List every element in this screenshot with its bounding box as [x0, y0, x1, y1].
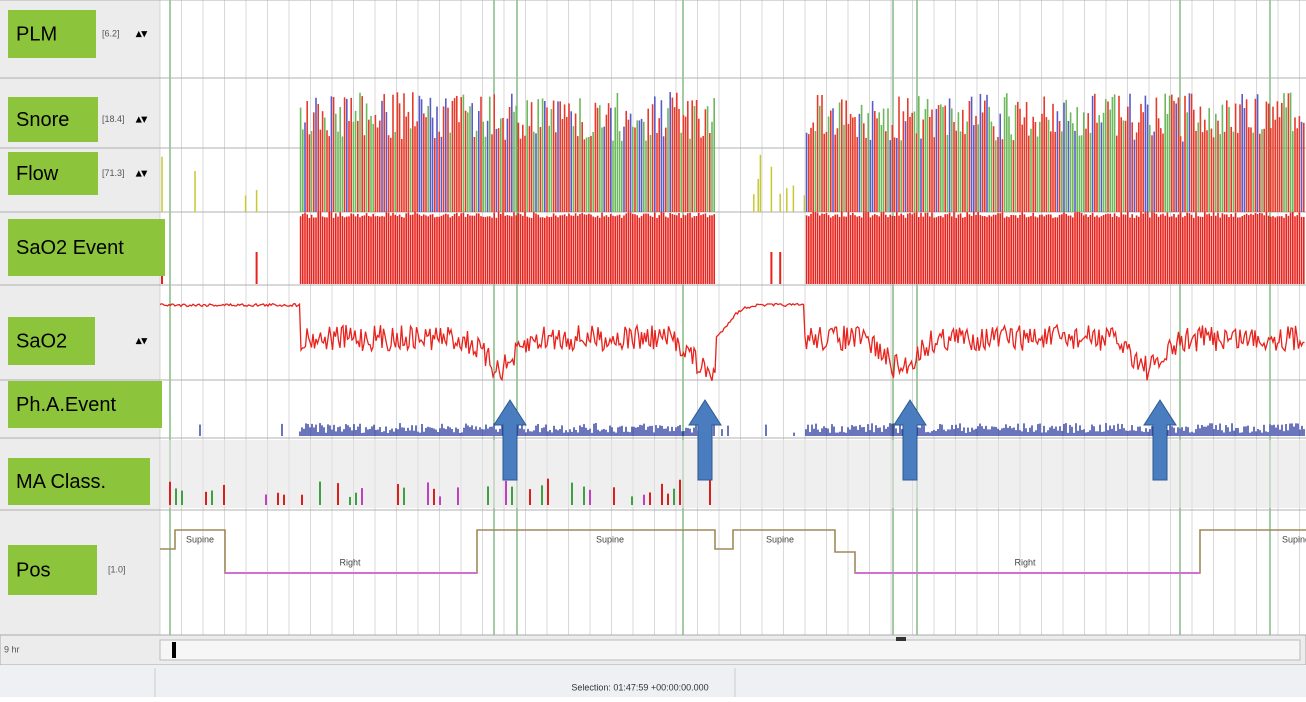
channel-label: MA Class. [16, 471, 106, 493]
channel-label-box [8, 545, 97, 595]
timebar-label: 9 hr [4, 644, 20, 654]
scale-arrows: ▴▾ [135, 113, 148, 125]
channel-scale: [6.2] [102, 28, 120, 38]
annotation-arrow [688, 399, 722, 481]
channel-label-box [8, 152, 98, 195]
timebar-marker [896, 637, 906, 641]
channel-label: Snore [16, 109, 69, 131]
channel-scale: [1.0] [108, 564, 126, 574]
channel-label: PLM [16, 23, 57, 45]
timebar-cursor[interactable] [172, 642, 176, 658]
channel-label: Pos [16, 559, 50, 581]
channel-scale: [71.3] [102, 168, 125, 178]
ma-band [160, 440, 1306, 508]
annotation-arrow [1143, 399, 1177, 481]
signals: Supine Right Supine Supine Right Supine [159, 92, 1306, 574]
annotation-arrow [893, 399, 927, 481]
grid [0, 0, 1306, 636]
channel-label-box [8, 97, 98, 142]
position-label: Supine [186, 534, 214, 544]
channel-label: SaO2 Event [16, 237, 124, 259]
channel-label-box [8, 458, 150, 505]
channel-label-box [8, 10, 96, 58]
position-label: Supine [596, 534, 624, 544]
timebar-track[interactable] [159, 639, 1301, 661]
scale-arrows: ▴▾ [135, 335, 148, 347]
channel-label: Ph.A.Event [16, 394, 117, 416]
channel-labels: PLM [6.2] ▴▾ Snore [18.4] ▴▾ Flow [71.3] ▴▾ SaO2 … [8, 10, 165, 595]
status-text: Selection: 01:47:59 +00:00:00.000 [571, 682, 708, 692]
position-label: Supine [1282, 534, 1306, 544]
position-label: Right [339, 557, 361, 567]
scale-arrows: ▴▾ [135, 167, 148, 179]
channel-label-box [8, 381, 162, 428]
sao2-trace [159, 302, 1305, 382]
position-label: Right [1014, 557, 1036, 567]
scale-arrows: ▴▾ [135, 28, 148, 40]
channel-label-box [8, 317, 95, 365]
channel-label: SaO2 [16, 330, 67, 352]
channel-label: Flow [16, 163, 59, 185]
status-bar [0, 665, 1306, 697]
channel-scale: [18.4] [102, 114, 125, 124]
channel-label-box [8, 219, 165, 276]
position-label: Supine [766, 534, 794, 544]
annotation-arrow [493, 399, 527, 481]
